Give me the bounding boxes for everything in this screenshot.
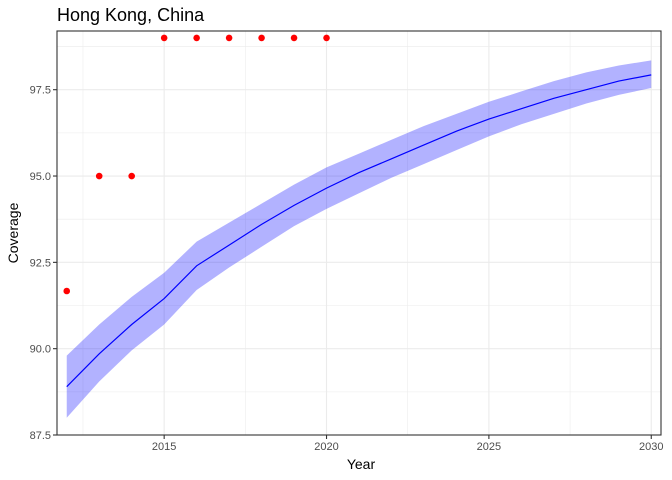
x-axis-title: Year	[347, 456, 376, 472]
y-tick-label: 97.5	[30, 85, 51, 97]
data-point	[323, 34, 330, 42]
x-tick-label: 2025	[477, 441, 501, 453]
data-point	[95, 172, 103, 180]
data-point	[128, 172, 135, 180]
data-point	[258, 34, 265, 42]
trend-line	[66, 74, 652, 388]
data-point	[193, 34, 200, 42]
data-point	[290, 34, 298, 42]
y-tick-label: 95.0	[30, 171, 51, 183]
confidence-band	[66, 60, 652, 418]
panel-border	[56, 30, 662, 436]
chart-title: Hong Kong, China	[57, 5, 205, 25]
y-tick-label: 92.5	[30, 257, 51, 269]
data-point	[160, 34, 168, 42]
y-axis-title: Coverage	[5, 202, 21, 263]
y-tick-label: 90.0	[30, 344, 51, 356]
x-tick-label: 2015	[152, 441, 176, 453]
x-tick-label: 2030	[639, 441, 663, 453]
plot-area: 2015 2020 2025 2030 87.5 90.0 92.5 95.0 97.5	[30, 30, 664, 453]
data-point	[225, 34, 233, 42]
data-point	[63, 287, 71, 295]
x-tick-label: 2020	[314, 441, 338, 453]
y-tick-label: 87.5	[30, 430, 51, 442]
panel-background	[57, 31, 661, 435]
